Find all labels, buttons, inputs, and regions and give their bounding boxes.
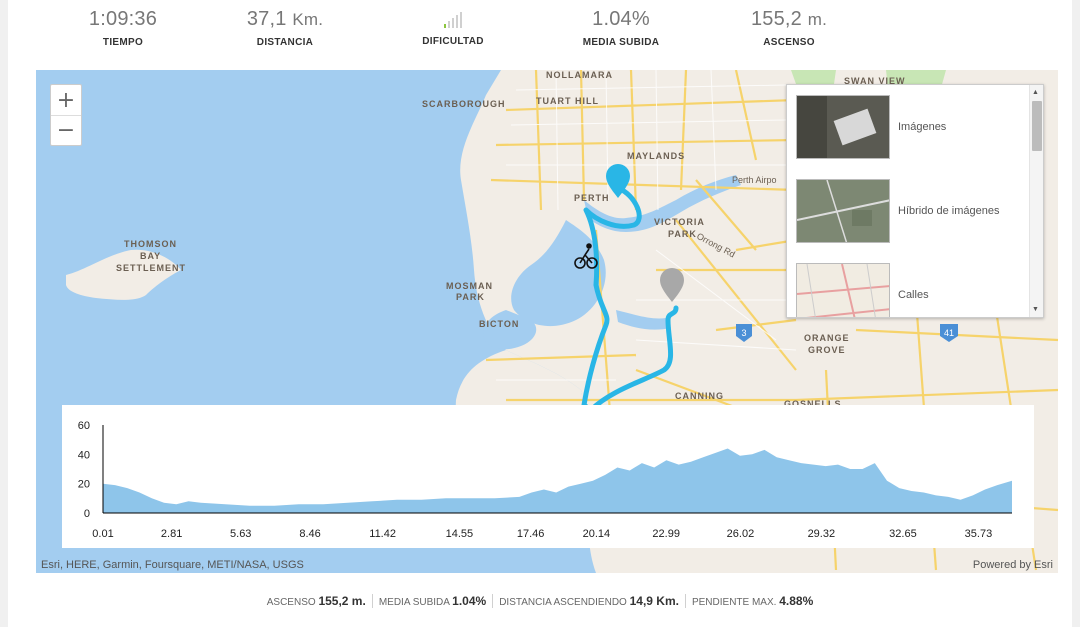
label-mosman-park: PARK [456, 292, 485, 302]
svg-text:41: 41 [944, 328, 954, 338]
x-tick-label: 14.55 [446, 528, 474, 540]
zoom-in-button[interactable]: + [56, 87, 76, 113]
elevation-profile[interactable]: 0 20 40 60 0.01 2.81 5.63 8.46 11.42 14.55 17.46 20… [62, 405, 1034, 548]
stat-time: 1:09:36 TIEMPO [68, 8, 178, 48]
basemap-label-hybrid: Híbrido de imágenes [898, 205, 1000, 217]
label-victoria-park-2: PARK [668, 229, 697, 239]
basemap-scrollbar[interactable]: ▲ ▼ [1029, 85, 1043, 317]
x-tick-label: 17.46 [517, 528, 545, 540]
highway-shield-3: 3 [736, 324, 752, 342]
scrollbar-thumb[interactable] [1032, 101, 1042, 151]
highway-shield-41: 41 [940, 324, 958, 342]
rottnest-island [66, 249, 181, 300]
x-tick-label: 8.46 [299, 528, 320, 540]
canning-river [616, 310, 671, 330]
summary-avg-climb: MEDIA SUBIDA 1.04% [371, 594, 492, 608]
distance-label: DISTANCIA [256, 37, 314, 48]
hybrid-thumbnail [796, 179, 890, 243]
difficulty-bars-icon [398, 8, 508, 30]
streets-thumbnail [796, 263, 890, 317]
distance-value: 37,1 [246, 8, 287, 30]
avg-climb-value: 1.04% [592, 8, 650, 30]
route-line[interactable] [581, 185, 679, 413]
river-basin [511, 220, 606, 327]
y-tick-label: 20 [78, 479, 90, 491]
ascent-label: ASCENSO [763, 37, 815, 48]
stat-distance: 37,1 Km. DISTANCIA [230, 8, 340, 48]
basemap-label-imagery: Imágenes [898, 121, 947, 133]
y-tick-label: 60 [78, 420, 90, 432]
label-thomson: THOMSON [124, 239, 177, 249]
scroll-down-icon[interactable]: ▼ [1032, 306, 1039, 313]
minor-roads [496, 70, 797, 426]
route-summary: ASCENSO 155,2 m. MEDIA SUBIDA 1.04% DISTAN… [8, 594, 1072, 608]
y-tick-label: 40 [78, 449, 90, 461]
basemap-gallery: Imágenes Híbrido de imágenes Calles ▲ ▼ [786, 84, 1044, 318]
time-label: TIEMPO [102, 37, 144, 48]
route-map[interactable]: 3 41 NOLLAMARA SCARBOROUGH TUART HILL MA… [36, 70, 1058, 573]
powered-by-esri[interactable]: Powered by Esri [972, 559, 1053, 571]
x-tick-label: 2.81 [161, 528, 182, 540]
label-gosnells: GOSNELLS [784, 399, 842, 409]
park-area [791, 70, 836, 84]
label-nollamara: NOLLAMARA [546, 70, 613, 80]
x-tick-label: 26.02 [727, 528, 755, 540]
x-tick-label: 22.99 [652, 528, 680, 540]
imagery-thumbnail [796, 95, 890, 159]
scroll-up-icon[interactable]: ▲ [1032, 89, 1039, 96]
elevation-chart[interactable]: 0 20 40 60 0.01 2.81 5.63 8.46 11.42 14.55 17.46 20… [62, 405, 1034, 548]
end-marker-icon[interactable] [660, 268, 684, 302]
difficulty-label: DIFICULTAD [422, 36, 484, 47]
time-value: 1:09:36 [88, 8, 158, 30]
x-tick-label: 35.73 [965, 528, 993, 540]
river-bay [483, 310, 537, 350]
start-marker-icon[interactable] [606, 164, 630, 198]
zoom-out-button[interactable]: − [51, 115, 81, 145]
park-area [886, 70, 946, 88]
label-maylands: MAYLANDS [627, 151, 685, 161]
basemap-item-hybrid[interactable]: Híbrido de imágenes [796, 179, 1026, 243]
avg-climb-label: MEDIA SUBIDA [582, 37, 660, 48]
ascent-value: 155,2 [750, 8, 802, 30]
label-perth-airport: Perth Airpo [732, 175, 777, 185]
summary-max-grade: PENDIENTE MAX. 4.88% [684, 594, 819, 608]
basemap-item-streets[interactable]: Calles [796, 263, 1026, 317]
label-canning: CANNING [675, 391, 724, 401]
stat-avg-climb: 1.04% MEDIA SUBIDA [566, 8, 676, 48]
ascent-unit: m. [807, 10, 828, 29]
label-thomson-bay: BAY [140, 251, 161, 261]
summary-climb-distance: DISTANCIA ASCENDIENDO 14,9 Km. [492, 594, 685, 608]
label-victoria-park: VICTORIA [654, 217, 705, 227]
basemap-label-streets: Calles [898, 289, 929, 301]
x-tick-label: 5.63 [230, 528, 251, 540]
basemap-item-imagery[interactable]: Imágenes [796, 95, 1026, 159]
y-tick-label: 0 [84, 508, 90, 520]
label-orange-grove: GROVE [808, 345, 846, 355]
x-tick-label: 0.01 [92, 528, 113, 540]
x-tick-label: 29.32 [808, 528, 836, 540]
summary-ascent: ASCENSO 155,2 m. [266, 594, 366, 608]
label-orange: ORANGE [804, 333, 850, 343]
route-card: 1:09:36 TIEMPO 37,1 Km. DISTANCIA DIFICU… [8, 0, 1072, 627]
stat-ascent: 155,2 m. ASCENSO [734, 8, 844, 48]
map-attribution: Esri, HERE, Garmin, Foursquare, METI/NAS… [41, 559, 304, 571]
zoom-control: + − [50, 84, 82, 146]
label-scarborough: SCARBOROUGH [422, 99, 506, 109]
stat-difficulty: DIFICULTAD [398, 8, 508, 47]
swan-river [584, 175, 741, 232]
distance-unit: Km. [292, 10, 324, 29]
cyclist-icon [574, 243, 598, 269]
x-tick-label: 11.42 [369, 528, 396, 540]
label-swan-view: SWAN VIEW [844, 76, 906, 86]
label-mosman: MOSMAN [446, 281, 493, 291]
svg-text:3: 3 [741, 328, 746, 338]
elevation-area [103, 448, 1012, 513]
x-tick-label: 20.14 [583, 528, 611, 540]
label-bicton: BICTON [479, 319, 519, 329]
label-perth: PERTH [574, 193, 610, 203]
label-tuart-hill: TUART HILL [536, 96, 599, 106]
x-tick-label: 32.65 [889, 528, 917, 540]
label-thomson-settlement: SETTLEMENT [116, 263, 186, 273]
